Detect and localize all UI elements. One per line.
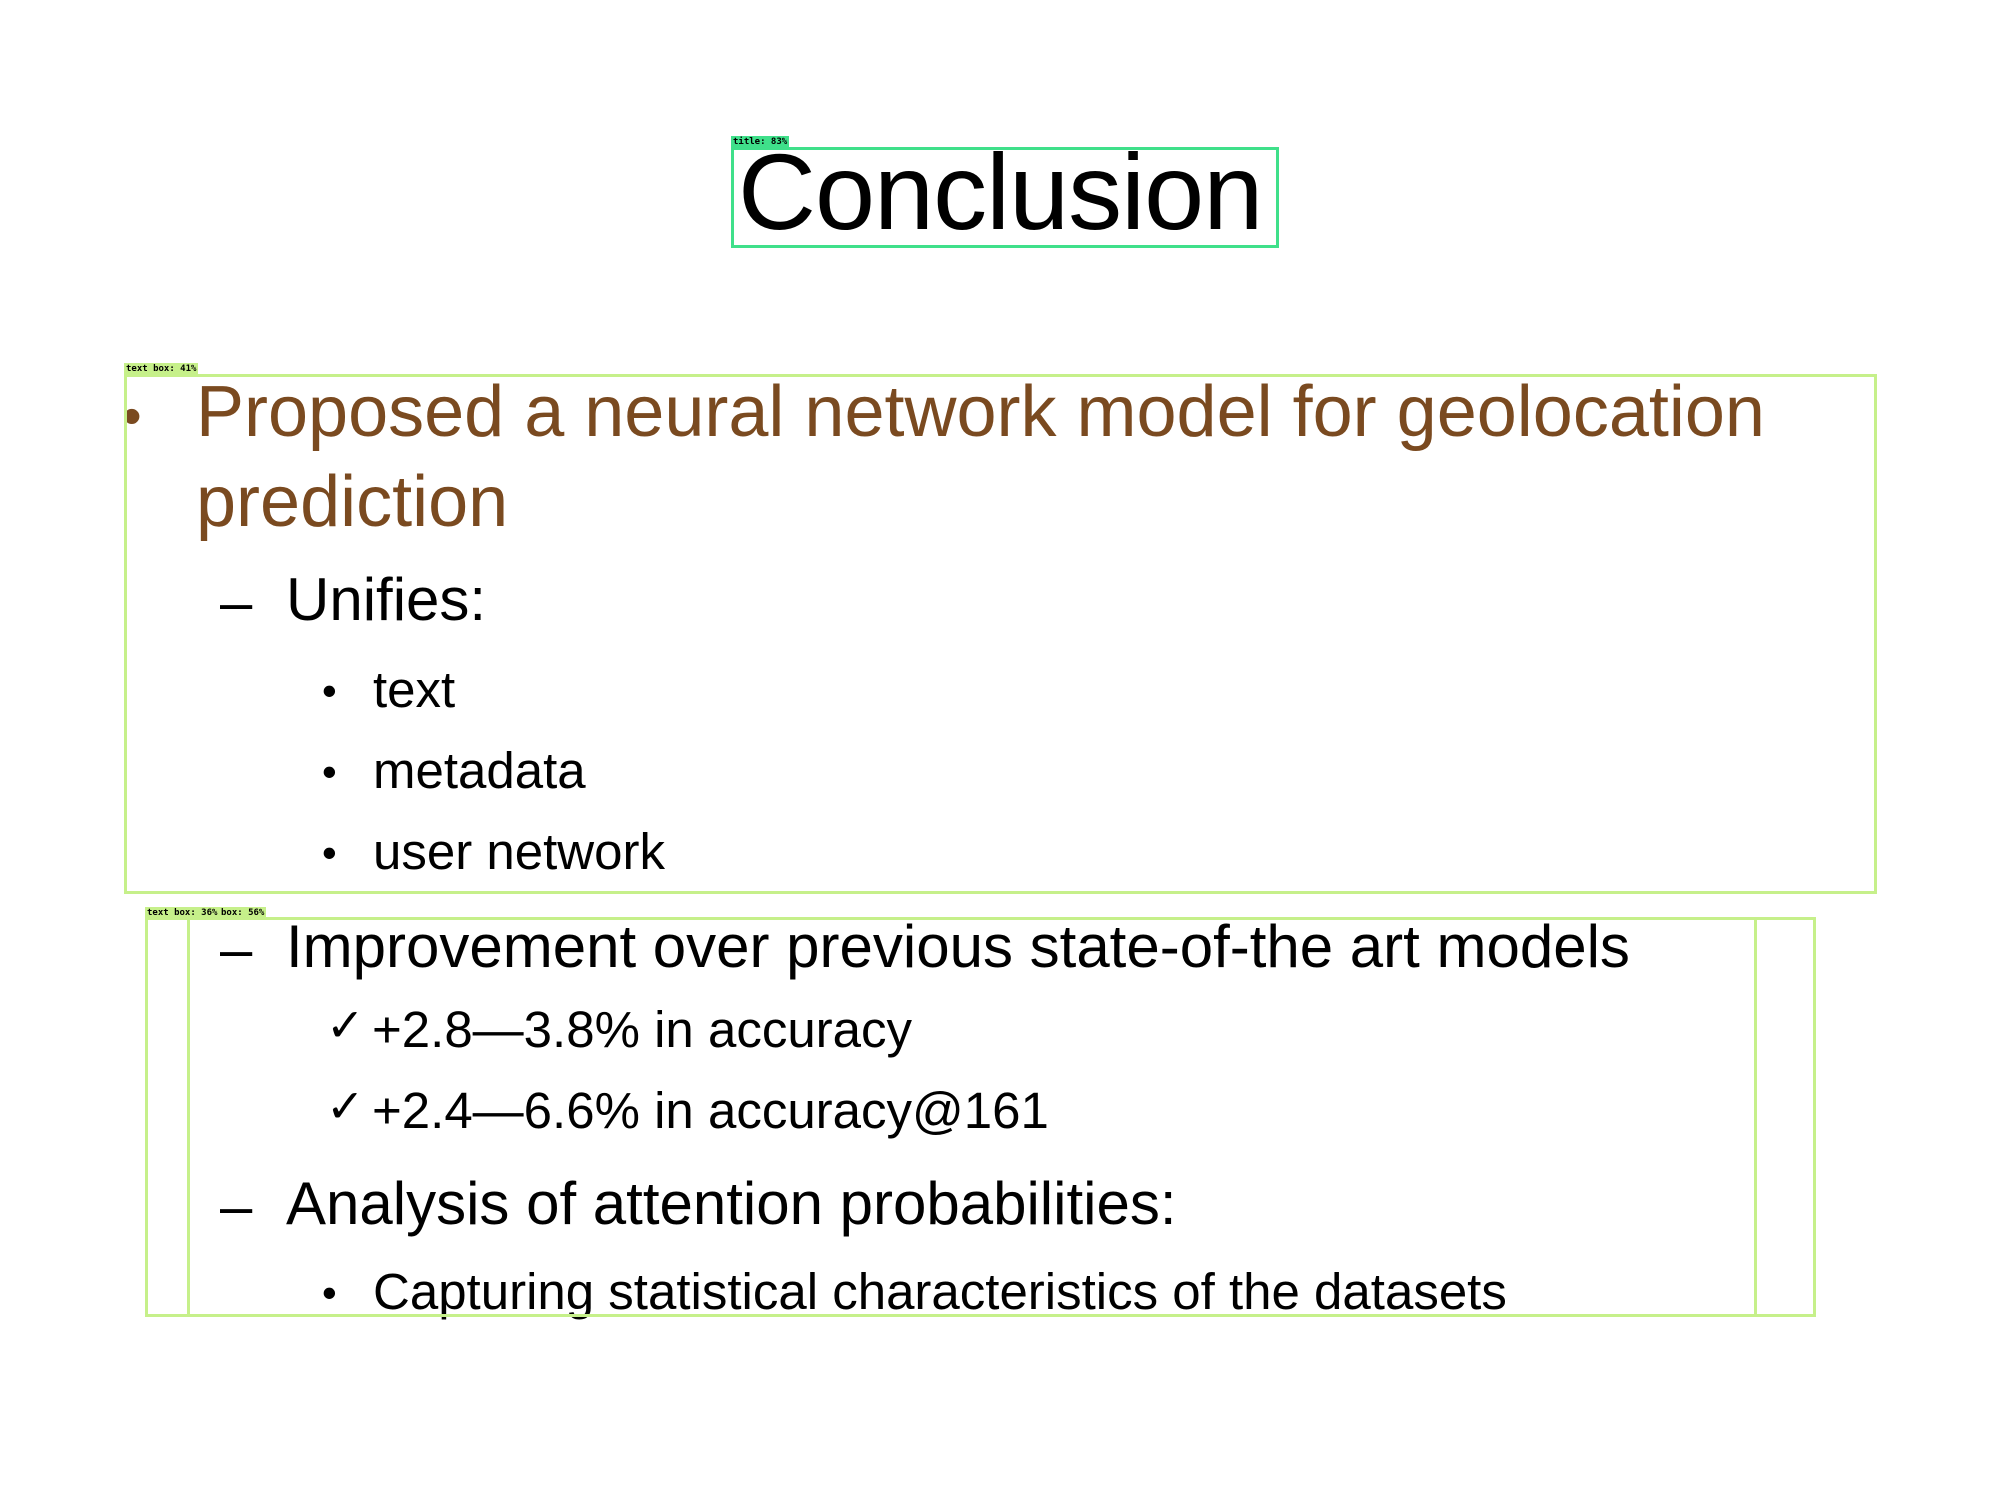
analysis-item-statistical: Capturing statistical characteristics of… [373,1263,1507,1320]
main-point-line2: prediction [196,462,509,542]
improvement-label: Improvement over previous state-of-the a… [286,913,1630,980]
unifies-label: Unifies: [286,566,487,633]
unifies-item-user-network: user network [373,823,665,880]
check-icon: ✓ [326,999,365,1051]
check-icon: ✓ [326,1080,365,1132]
textbox-detection-box [124,374,1877,894]
improvement-item-accuracy161: +2.4—6.6% in accuracy@161 [372,1082,1049,1139]
unifies-item-text: text [373,661,456,718]
main-point-line1: Proposed a neural network model for geol… [196,372,1765,452]
unifies-item-bullet: • [322,748,337,795]
title-detection-label: title: 83% [731,136,790,148]
analysis-item-bullet: • [322,1269,337,1316]
unifies-item-bullet: • [322,667,337,714]
textbox-detection-label: text box: 41% [124,363,199,375]
improvement-item-accuracy: +2.8—3.8% in accuracy [372,1001,913,1058]
unifies-dash: – [220,570,253,635]
title-detection-box [731,147,1279,248]
analysis-dash: – [220,1174,253,1239]
unifies-item-bullet: • [322,829,337,876]
textbox-detection-label: text box: 36% [145,907,220,919]
textbox-detection-box [187,917,1757,1317]
unifies-item-metadata: metadata [373,742,586,799]
improvement-dash: – [220,917,253,982]
slide-title: Conclusion [738,131,1263,252]
analysis-label: Analysis of attention probabilities: [286,1170,1177,1237]
textbox-detection-label: box: 56% [219,907,267,919]
